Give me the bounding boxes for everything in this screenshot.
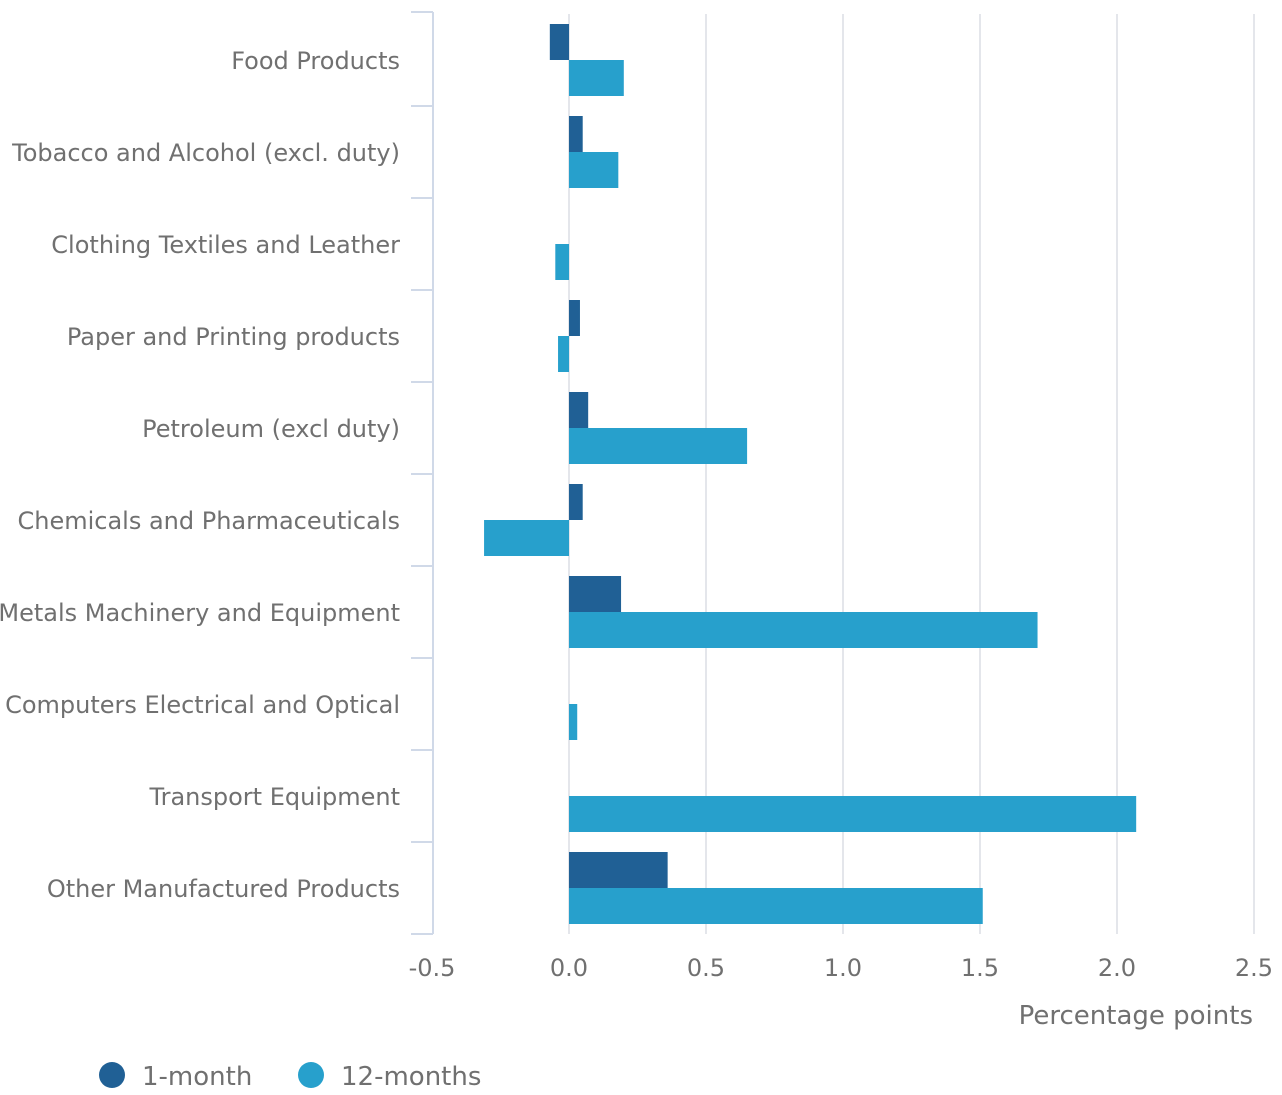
x-tick-label: 2.5 [1235,954,1273,982]
category-label: Metals Machinery and Equipment [0,599,400,627]
y-axis [411,11,434,935]
x-axis-title: Percentage points [1019,1001,1253,1031]
category-label: Transport Equipment [148,783,400,811]
legend-label: 1-month [142,1062,252,1091]
legend: 1-month 12-months [99,1062,481,1092]
x-tick-label: 2.0 [1098,954,1136,982]
bar-1-month [569,392,589,428]
bar-1-month [569,484,583,520]
bar-12-months [484,520,569,556]
legend-marker [99,1062,125,1088]
x-tick-label: 0.0 [550,954,588,982]
bar-1-month [569,116,583,152]
bar-12-months [569,60,624,96]
x-tick-labels: -0.5 0.0 0.5 1.0 1.5 2.0 2.5 [409,954,1274,982]
bar-12-months [569,612,1038,648]
bar-1-month [569,576,622,612]
x-tick-label: -0.5 [409,954,456,982]
bar-1-month [569,852,668,888]
x-tick-label: 1.0 [824,954,862,982]
category-label: Chemicals and Pharmaceuticals [17,507,400,535]
category-label: Food Products [231,47,400,75]
bar-1-month [569,300,580,336]
category-label: Petroleum (excl duty) [142,415,400,443]
bar-12-months [569,704,578,740]
x-tick-label: 1.5 [961,954,999,982]
category-label: Other Manufactured Products [47,875,400,903]
gridlines [568,14,1255,934]
bar-12-months [569,428,748,464]
bars [484,24,1137,924]
category-label: Tobacco and Alcohol (excl. duty) [11,139,400,167]
bar-12-months [569,152,619,188]
bar-12-months [558,336,569,372]
x-tick-label: 0.5 [687,954,725,982]
legend-label: 12-months [341,1062,481,1091]
category-label: Clothing Textiles and Leather [51,231,400,259]
category-label: Computers Electrical and Optical [5,691,400,719]
category-labels: Food Products Tobacco and Alcohol (excl. … [0,47,400,903]
bar-12-months [569,888,983,924]
bar-1-month [549,24,569,60]
legend-marker [298,1062,324,1088]
category-label: Paper and Printing products [67,323,400,351]
bar-12-months [555,244,569,280]
bar-12-months [569,796,1137,832]
